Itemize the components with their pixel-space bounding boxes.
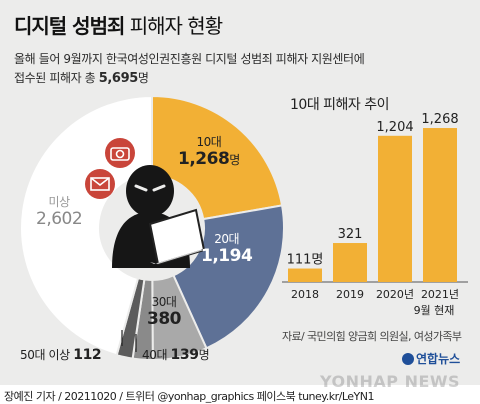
subtitle-line2: 접수된 피해자 총 5,695명 [14, 69, 364, 88]
bar-category-label: 2018 [291, 288, 319, 301]
slice-label-20s: 20대 1,194 [201, 232, 253, 266]
slice-value: 1,268명 [178, 148, 240, 169]
bar-0 [288, 268, 322, 282]
laptop-icon [148, 208, 206, 266]
slice-label-30s: 30대 380 [147, 295, 182, 329]
bar-category-label: 2019 [336, 288, 364, 301]
bar-chart-title: 10대 피해자 추이 [290, 97, 390, 113]
logo-text: 연합뉴스 [416, 352, 461, 366]
slice-label-40s: 40대 139명 [142, 347, 210, 363]
bar-category-label: 2020년 [376, 288, 414, 301]
camera-icon [105, 138, 135, 168]
infographic-card: 디지털 성범죄 피해자 현황 올해 들어 9월까지 한국여성인권진흥원 디지털 … [0, 0, 480, 385]
slice-label-unknown: 미상 2,602 [36, 195, 83, 229]
leader-lines [121, 330, 137, 352]
slice-label-50plus: 50대 이상 112 [20, 347, 102, 363]
yonhap-logo: 연합뉴스 [402, 350, 472, 370]
bar-2 [378, 135, 412, 282]
bar-3 [423, 128, 457, 282]
subtitle: 올해 들어 9월까지 한국여성인권진흥원 디지털 성범죄 피해자 지원센터에 접… [14, 50, 365, 88]
footer-credit: 장예진 기자 / 20211020 / 트위터 @yonhap_graphics… [4, 390, 374, 403]
slice-name: 30대 [151, 295, 177, 309]
subtitle-prefix: 접수된 피해자 총 [14, 71, 96, 85]
bar-1 [333, 243, 367, 282]
watermark: YONHAP NEWS [320, 372, 461, 391]
bar-category-note: 9월 현재 [414, 304, 455, 317]
bar-value-label: 1,204 [376, 120, 413, 135]
donut-chart-area: 10대 1,268명 20대 1,194 30대 380 미상 2,602 50… [19, 94, 285, 363]
slice-value: 2,602 [36, 208, 83, 229]
title-bold: 디지털 성범죄 [14, 14, 125, 38]
bar-value-label: 321 [338, 227, 363, 242]
source-note: 자료/ 국민의힘 양금희 의원실, 여성가족부 [282, 330, 462, 343]
slice-name: 미상 [48, 195, 71, 209]
slice-name: 10대 [196, 135, 222, 149]
slice-name: 20대 [214, 232, 240, 246]
title-rest: 피해자 현황 [129, 14, 223, 38]
donut-chart [19, 94, 285, 362]
bar-value-label: 1,268 [421, 112, 458, 127]
page-title: 디지털 성범죄 피해자 현황 [14, 10, 223, 39]
slice-value: 1,194 [201, 245, 253, 266]
logo-icon [402, 353, 414, 365]
slice-value: 380 [147, 308, 182, 329]
subtitle-unit: 명 [137, 71, 149, 85]
bar-value-label: 111명 [287, 253, 324, 268]
envelope-icon [85, 169, 115, 199]
donut-slice-0 [151, 94, 284, 221]
bar-chart: 111명 2018 321 2019 1,204 2020년 1,268 2021년 9월 현재 [282, 112, 468, 317]
subtitle-total: 5,695 [98, 71, 139, 86]
slice-label-10s: 10대 1,268명 [178, 135, 240, 169]
subtitle-line1: 올해 들어 9월까지 한국여성인권진흥원 디지털 성범죄 피해자 지원센터에 [14, 52, 365, 66]
bar-category-label: 2021년 [421, 288, 459, 301]
